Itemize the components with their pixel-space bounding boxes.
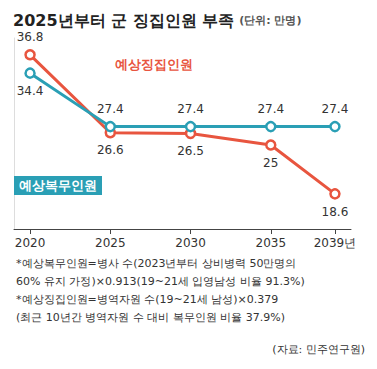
svg-text:예상징집인원: 예상징집인원 bbox=[115, 57, 193, 72]
svg-text:60% 유지 가정)×0.913(19~21세 입영남성 비: 60% 유지 가정)×0.913(19~21세 입영남성 비율 91.3%) bbox=[16, 275, 305, 288]
svg-text:34.4: 34.4 bbox=[17, 84, 44, 98]
svg-text:26.5: 26.5 bbox=[177, 144, 204, 158]
svg-text:27.4: 27.4 bbox=[257, 102, 284, 116]
svg-text:25: 25 bbox=[263, 156, 278, 170]
svg-text:2025년부터 군 징집인원 부족: 2025년부터 군 징집인원 부족 bbox=[13, 11, 234, 30]
svg-text:27.4: 27.4 bbox=[97, 102, 124, 116]
svg-text:27.4: 27.4 bbox=[322, 102, 349, 116]
svg-text:2035: 2035 bbox=[255, 236, 286, 250]
svg-text:36.8: 36.8 bbox=[17, 30, 44, 44]
svg-text:18.6: 18.6 bbox=[322, 205, 349, 219]
svg-text:27.4: 27.4 bbox=[177, 102, 204, 116]
svg-text:(최근 10년간 병역자원 수 대비 복무인원 비율 37.: (최근 10년간 병역자원 수 대비 복무인원 비율 37.9%) bbox=[16, 311, 285, 324]
svg-text:*예상징집인원=병역자원 수(19~21세 남성)×0.37: *예상징집인원=병역자원 수(19~21세 남성)×0.379 bbox=[16, 293, 278, 306]
svg-text:2020: 2020 bbox=[15, 236, 46, 250]
svg-text:(단위: 만명): (단위: 만명) bbox=[239, 14, 301, 27]
svg-text:2030: 2030 bbox=[175, 236, 206, 250]
svg-text:예상복무인원: 예상복무인원 bbox=[19, 178, 97, 193]
svg-text:*예상복무인원=병사 수(2023년부터 상비병력 50만명: *예상복무인원=병사 수(2023년부터 상비병력 50만명의 bbox=[16, 257, 297, 270]
svg-text:(자료: 민주연구원): (자료: 민주연구원) bbox=[272, 343, 365, 356]
svg-text:2039년: 2039년 bbox=[314, 236, 357, 250]
svg-text:2025: 2025 bbox=[95, 236, 126, 250]
svg-text:26.6: 26.6 bbox=[97, 143, 124, 157]
